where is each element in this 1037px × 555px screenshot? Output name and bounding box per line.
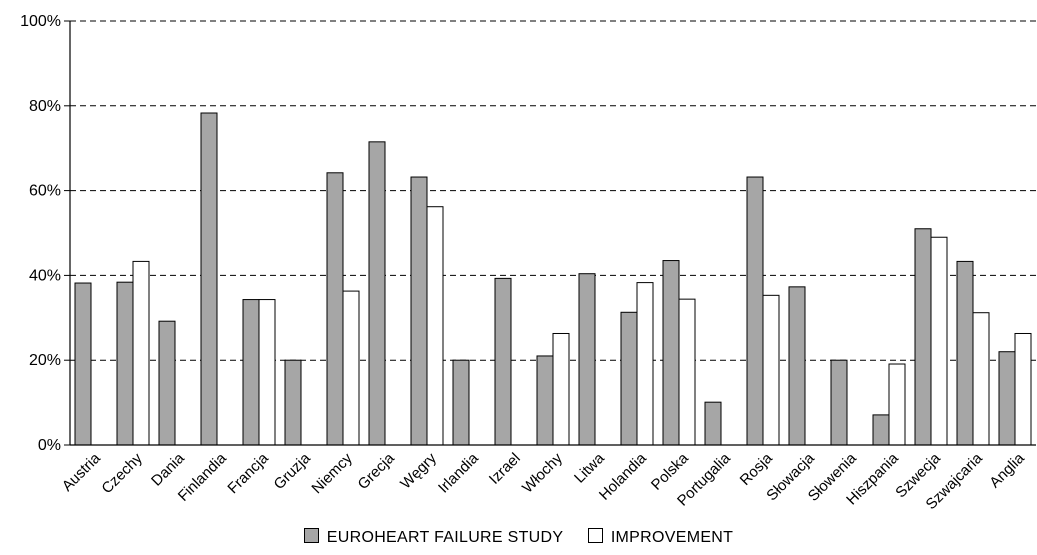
bar-euroheart xyxy=(536,355,554,446)
legend: EUROHEART FAILURE STUDY IMPROVEMENT xyxy=(0,528,1037,547)
category-label: Grecja xyxy=(355,449,399,493)
legend-item-improvement: IMPROVEMENT xyxy=(587,528,734,547)
gridlines xyxy=(70,20,1036,361)
legend-swatch-white xyxy=(587,528,603,543)
legend-label-euroheart: EUROHEART FAILURE STUDY xyxy=(326,529,564,546)
bar-euroheart xyxy=(662,260,680,446)
category-label: Francja xyxy=(224,449,272,497)
bar-euroheart xyxy=(200,112,218,446)
bar-improvement xyxy=(678,298,696,446)
category-label: Holandia xyxy=(596,449,650,503)
category-label: Litwa xyxy=(571,449,608,486)
category-label: Włochy xyxy=(519,449,566,496)
bar-improvement xyxy=(930,236,948,446)
bar-improvement xyxy=(888,363,906,446)
bar-euroheart xyxy=(368,141,386,446)
bar-improvement xyxy=(972,312,990,446)
legend-label-improvement: IMPROVEMENT xyxy=(610,529,734,546)
y-tick-label: 0% xyxy=(38,437,61,454)
bar-euroheart xyxy=(494,277,512,446)
bar-euroheart xyxy=(704,401,722,446)
category-label: Czechy xyxy=(98,449,146,497)
category-label: Rosja xyxy=(737,449,777,489)
category-label: Dania xyxy=(148,449,188,489)
bar-euroheart xyxy=(452,359,470,446)
bar-euroheart xyxy=(326,172,344,446)
bar-euroheart xyxy=(410,176,428,446)
y-tick-label: 100% xyxy=(20,13,61,30)
y-tick-label: 40% xyxy=(29,267,61,284)
bar-euroheart xyxy=(872,414,890,446)
bar-euroheart xyxy=(578,273,596,446)
bar-euroheart xyxy=(284,359,302,446)
bar-improvement xyxy=(762,294,780,446)
bar-euroheart xyxy=(74,282,92,446)
category-label: Austria xyxy=(59,449,104,494)
category-label: Gruzja xyxy=(271,449,315,493)
bar-euroheart xyxy=(830,359,848,446)
legend-item-euroheart: EUROHEART FAILURE STUDY xyxy=(303,528,564,547)
bar-improvement xyxy=(258,299,276,446)
bar-euroheart xyxy=(620,311,638,446)
category-label: Niemcy xyxy=(308,449,356,497)
y-tick-labels: 0% 20% 40% 60% 80% 100% xyxy=(20,13,61,454)
bar-improvement xyxy=(426,206,444,446)
bar-euroheart xyxy=(788,286,806,446)
y-tick-label: 60% xyxy=(29,183,61,200)
bar-euroheart xyxy=(242,299,260,446)
bar-improvement xyxy=(552,332,570,446)
category-label: Izrael xyxy=(486,450,524,488)
bar-euroheart xyxy=(956,260,974,446)
bar-euroheart xyxy=(746,176,764,446)
bar-euroheart xyxy=(116,281,134,446)
bar-euroheart xyxy=(914,228,932,446)
bar-improvement xyxy=(1014,332,1032,446)
bar-improvement xyxy=(342,290,360,446)
bar-euroheart xyxy=(158,320,176,446)
axes xyxy=(64,20,1036,446)
category-label: Irlandia xyxy=(435,449,482,496)
category-label: Anglia xyxy=(986,449,1028,491)
y-tick-label: 80% xyxy=(29,98,61,115)
y-tick-label: 20% xyxy=(29,352,61,369)
bar-improvement xyxy=(636,282,654,446)
bars xyxy=(74,112,1032,446)
bar-euroheart xyxy=(998,351,1016,446)
bar-improvement xyxy=(132,260,150,446)
legend-swatch-gray xyxy=(303,528,319,543)
category-label: Węgry xyxy=(397,449,440,492)
